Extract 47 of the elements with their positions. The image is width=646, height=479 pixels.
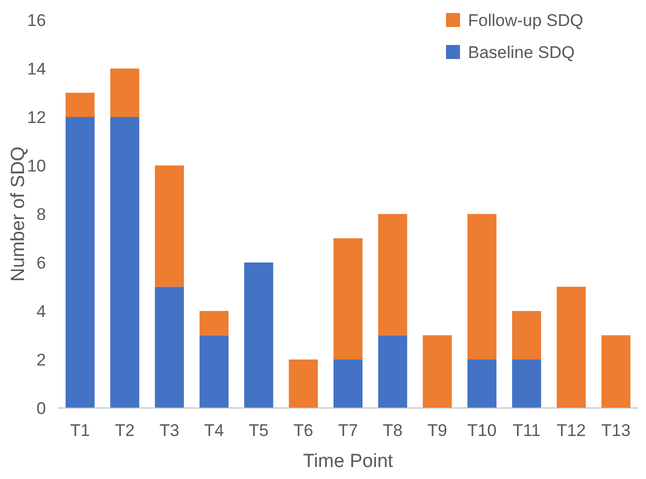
x-tick-label: T11 [512, 421, 541, 440]
bar [422, 335, 452, 408]
bar [66, 117, 95, 408]
bar [244, 262, 274, 408]
bar [601, 335, 630, 408]
bar [512, 311, 542, 360]
y-axis-title: Number of SDQ [8, 146, 29, 282]
x-tick-label: T10 [467, 421, 497, 440]
bar [556, 286, 586, 408]
bar [378, 335, 408, 408]
x-tick-label: T3 [159, 421, 180, 440]
x-tick-label: T5 [248, 421, 269, 440]
bar [333, 360, 363, 408]
bar [110, 68, 140, 117]
bar [66, 92, 95, 117]
bar [512, 360, 542, 408]
bar [154, 166, 184, 287]
bar [200, 335, 229, 408]
y-tick-label: 16 [27, 10, 46, 30]
x-tick-label: T9 [427, 421, 448, 440]
y-tick-label: 14 [27, 59, 46, 78]
y-tick-label: 0 [36, 398, 46, 418]
x-tick-label: T7 [338, 421, 358, 440]
bar [467, 214, 496, 360]
x-tick-label: T12 [556, 421, 586, 440]
y-tick-label: 4 [36, 302, 46, 321]
x-axis-title: Time Point [302, 451, 394, 472]
y-tick-label: 6 [36, 253, 46, 272]
x-tick-label: T6 [293, 421, 314, 440]
bar [200, 311, 229, 336]
bar [333, 238, 363, 360]
legend-label: Baseline SDQ [468, 42, 575, 62]
y-tick-label: 10 [27, 156, 46, 176]
x-tick-label: T2 [114, 421, 135, 440]
bar [378, 214, 408, 336]
x-tick-label: T8 [382, 421, 403, 440]
bar [467, 360, 496, 408]
y-tick-label: 2 [36, 350, 46, 370]
x-tick-label: T13 [601, 421, 631, 440]
legend-label: Follow-up SDQ [468, 10, 584, 30]
x-tick-label: T4 [204, 421, 224, 440]
bar [154, 286, 184, 408]
y-tick-label: 12 [27, 108, 46, 127]
y-tick-label: 8 [36, 204, 46, 224]
bar [110, 117, 140, 408]
x-tick-label: T1 [70, 421, 90, 440]
bar [288, 360, 318, 408]
